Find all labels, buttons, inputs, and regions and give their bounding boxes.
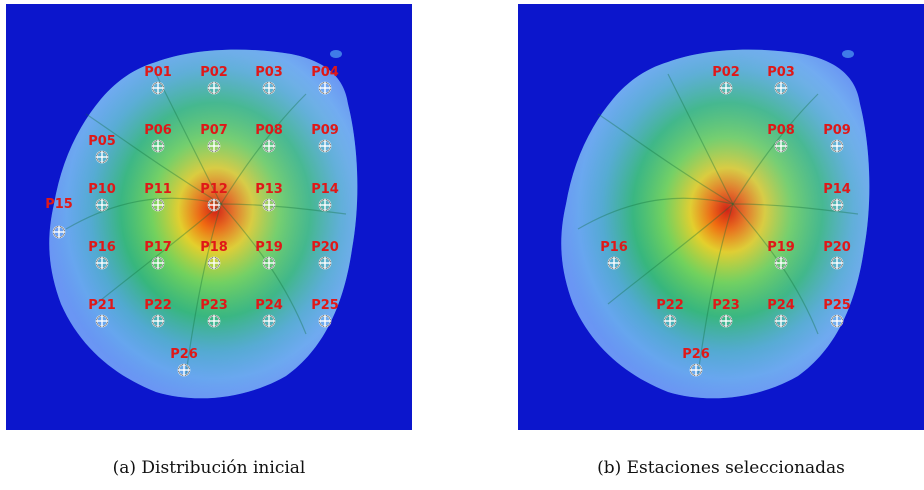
station-label-p24: P24 — [767, 298, 795, 313]
station-label-p15: P15 — [45, 197, 73, 212]
station-marker-p09-icon — [318, 139, 332, 153]
station-marker-p24-icon — [774, 314, 788, 328]
station-label-p12: P12 — [200, 182, 228, 197]
station-marker-p03-icon — [774, 81, 788, 95]
station-label-p25: P25 — [311, 298, 339, 313]
station-label-p25: P25 — [823, 298, 851, 313]
station-label-p16: P16 — [600, 240, 628, 255]
station-label-p06: P06 — [144, 123, 172, 138]
station-marker-p17-icon — [151, 256, 165, 270]
station-label-p17: P17 — [144, 240, 172, 255]
map-panel-selected-stations: P02 P03 P08 P09 P14 P16 P19 P20 P22 P23 P24 P25 P26 — [518, 4, 924, 430]
station-label-p03: P03 — [255, 65, 283, 80]
station-marker-p01-icon — [151, 81, 165, 95]
station-marker-p02-icon — [719, 81, 733, 95]
station-label-p10: P10 — [88, 182, 116, 197]
station-marker-p20-icon — [830, 256, 844, 270]
station-marker-p18-icon — [207, 256, 221, 270]
station-marker-p16-icon — [95, 256, 109, 270]
station-label-p19: P19 — [767, 240, 795, 255]
station-marker-p24-icon — [262, 314, 276, 328]
station-marker-p04-icon — [318, 81, 332, 95]
station-label-p22: P22 — [656, 298, 684, 313]
station-marker-p08-icon — [262, 139, 276, 153]
caption-initial-distribution: (a) Distribución inicial — [112, 458, 306, 478]
station-label-p18: P18 — [200, 240, 228, 255]
station-marker-p12-icon — [207, 198, 221, 212]
island-elevation-map: P01 P02 P03 P04 P05 P06 P07 P08 P09 P10 P11 P12 P13 P… — [6, 4, 412, 430]
station-marker-p26-icon — [177, 363, 191, 377]
station-label-p01: P01 — [144, 65, 172, 80]
station-marker-p16-icon — [607, 256, 621, 270]
station-marker-p05-icon — [95, 150, 109, 164]
station-label-p09: P09 — [311, 123, 339, 138]
station-label-p19: P19 — [255, 240, 283, 255]
station-marker-p25-icon — [318, 314, 332, 328]
station-marker-p10-icon — [95, 198, 109, 212]
station-label-p02: P02 — [200, 65, 228, 80]
map-panel-initial-distribution: P01 P02 P03 P04 P05 P06 P07 P08 P09 P10 P11 P12 P13 P… — [6, 4, 412, 430]
station-label-p26: P26 — [682, 347, 710, 362]
station-marker-p14-icon — [318, 198, 332, 212]
island-elevation-map: P02 P03 P08 P09 P14 P16 P19 P20 P22 P23 P24 P25 P26 — [518, 4, 924, 430]
station-label-p20: P20 — [823, 240, 851, 255]
station-label-p03: P03 — [767, 65, 795, 80]
station-marker-p20-icon — [318, 256, 332, 270]
station-marker-p26-icon — [689, 363, 703, 377]
station-marker-p15-icon — [52, 225, 66, 239]
station-marker-p09-icon — [830, 139, 844, 153]
station-label-p20: P20 — [311, 240, 339, 255]
station-marker-p25-icon — [830, 314, 844, 328]
station-label-p14: P14 — [823, 182, 851, 197]
station-marker-p03-icon — [262, 81, 276, 95]
station-label-p23: P23 — [712, 298, 740, 313]
station-marker-p21-icon — [95, 314, 109, 328]
station-label-p07: P07 — [200, 123, 228, 138]
station-label-p02: P02 — [712, 65, 740, 80]
station-label-p08: P08 — [255, 123, 283, 138]
station-label-p09: P09 — [823, 123, 851, 138]
station-marker-p02-icon — [207, 81, 221, 95]
station-label-p26: P26 — [170, 347, 198, 362]
station-label-p14: P14 — [311, 182, 339, 197]
station-marker-p22-icon — [663, 314, 677, 328]
station-marker-p23-icon — [719, 314, 733, 328]
station-label-p22: P22 — [144, 298, 172, 313]
station-marker-p19-icon — [774, 256, 788, 270]
station-marker-p06-icon — [151, 139, 165, 153]
station-marker-p13-icon — [262, 198, 276, 212]
station-label-p08: P08 — [767, 123, 795, 138]
caption-selected-stations: (b) Estaciones seleccionadas — [597, 458, 845, 478]
station-marker-p08-icon — [774, 139, 788, 153]
station-label-p21: P21 — [88, 298, 116, 313]
station-label-p13: P13 — [255, 182, 283, 197]
station-marker-p22-icon — [151, 314, 165, 328]
station-label-p23: P23 — [200, 298, 228, 313]
station-marker-p14-icon — [830, 198, 844, 212]
station-marker-p07-icon — [207, 139, 221, 153]
station-label-p05: P05 — [88, 134, 116, 149]
station-marker-p19-icon — [262, 256, 276, 270]
station-marker-p23-icon — [207, 314, 221, 328]
station-label-p11: P11 — [144, 182, 172, 197]
station-label-p04: P04 — [311, 65, 339, 80]
station-label-p24: P24 — [255, 298, 283, 313]
station-marker-p11-icon — [151, 198, 165, 212]
station-label-p16: P16 — [88, 240, 116, 255]
